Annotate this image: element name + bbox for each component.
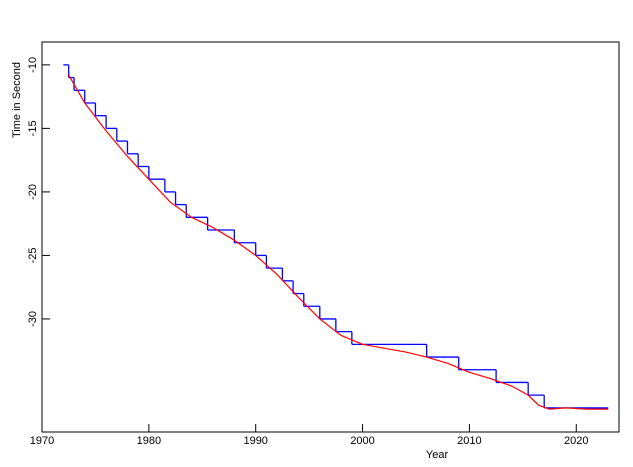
x-tick-label: 2000 <box>350 435 374 447</box>
series-line <box>68 74 609 410</box>
y-tick-label: -15 <box>27 120 39 136</box>
x-axis-label: Year <box>426 449 449 461</box>
x-tick-label: 1990 <box>243 435 267 447</box>
y-tick-label: -25 <box>27 247 39 263</box>
y-tick-label: -20 <box>27 184 39 200</box>
y-tick-label: -30 <box>27 311 39 327</box>
x-tick-label: 2010 <box>457 435 481 447</box>
x-tick-label: 1970 <box>30 435 54 447</box>
plot-frame <box>41 41 620 433</box>
x-tick-label: 2020 <box>564 435 588 447</box>
y-axis-label: Time in Second <box>11 62 23 138</box>
y-tick-label: -10 <box>27 57 39 73</box>
x-tick-label: 1980 <box>137 435 161 447</box>
